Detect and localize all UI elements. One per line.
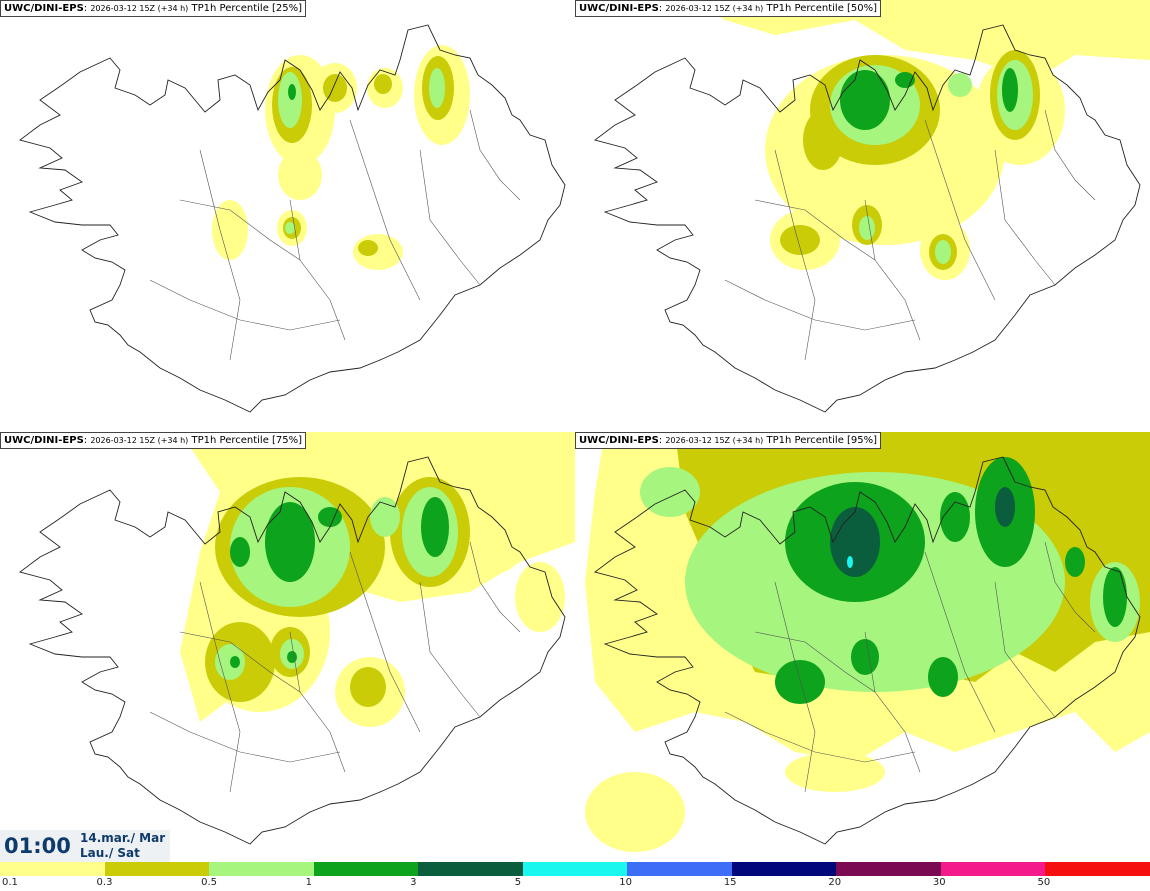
colorbar-tick-label: 3 xyxy=(410,877,417,888)
precip-map xyxy=(585,432,1150,852)
colorbar-segment xyxy=(627,862,732,876)
map-panel-p95: UWC/DINI-EPS: 2026-03-12 15Z (+34 h) TP1… xyxy=(575,432,1150,862)
colorbar-tick-label: 15 xyxy=(723,877,737,888)
colorbar xyxy=(0,862,1150,876)
colorbar-segment xyxy=(836,862,941,876)
precip-contours xyxy=(695,0,1150,280)
colorbar-tick-label: 0.1 xyxy=(2,877,18,888)
precip-contours xyxy=(212,45,470,270)
panel-title: UWC/DINI-EPS: 2026-03-12 15Z (+34 h) TP1… xyxy=(575,0,882,17)
map-panel-p25: UWC/DINI-EPS: 2026-03-12 15Z (+34 h) TP1… xyxy=(0,0,575,430)
precip-contours xyxy=(180,432,575,727)
colorbar-segment xyxy=(1045,862,1150,876)
map-panel-p50: UWC/DINI-EPS: 2026-03-12 15Z (+34 h) TP1… xyxy=(575,0,1150,430)
valid-weekday: Lau./ Sat xyxy=(80,846,140,860)
colorbar-segment xyxy=(418,862,523,876)
valid-time: 01:00 xyxy=(4,834,71,858)
colorbar-segment xyxy=(313,862,419,876)
colorbar-tick-label: 30 xyxy=(932,877,946,888)
colorbar-segment xyxy=(940,862,1046,876)
colorbar-tick-label: 0.3 xyxy=(96,877,113,888)
precip-map xyxy=(19,24,566,413)
colorbar-segment xyxy=(0,862,105,876)
panel-title: UWC/DINI-EPS: 2026-03-12 15Z (+34 h) TP1… xyxy=(0,432,307,449)
colorbar-ticks: 0.1 0.3 0.5 1 3 5 10 15 20 30 50 xyxy=(0,877,1150,891)
precip-map xyxy=(19,432,575,845)
precip-contours xyxy=(585,432,1150,852)
colorbar-segment xyxy=(209,862,314,876)
colorbar-segment xyxy=(731,862,837,876)
colorbar-tick-label: 0.5 xyxy=(201,877,217,888)
colorbar-tick-label: 1 xyxy=(305,877,312,888)
colorbar-segment xyxy=(104,862,210,876)
colorbar-segment xyxy=(522,862,628,876)
valid-time-box: 01:00 14.mar./ Mar Lau./ Sat xyxy=(0,830,170,862)
precip-map xyxy=(594,0,1150,413)
colorbar-tick-label: 5 xyxy=(514,877,522,888)
colorbar-tick-label: 20 xyxy=(828,877,842,888)
colorbar-tick-label: 10 xyxy=(619,877,632,888)
valid-date: 14.mar./ Mar xyxy=(80,831,166,845)
panel-title: UWC/DINI-EPS: 2026-03-12 15Z (+34 h) TP1… xyxy=(575,432,882,449)
panel-title: UWC/DINI-EPS: 2026-03-12 15Z (+34 h) TP1… xyxy=(0,0,307,17)
map-panel-p75: UWC/DINI-EPS: 2026-03-12 15Z (+34 h) TP1… xyxy=(0,432,575,862)
colorbar-tick-label: 50 xyxy=(1037,877,1051,888)
